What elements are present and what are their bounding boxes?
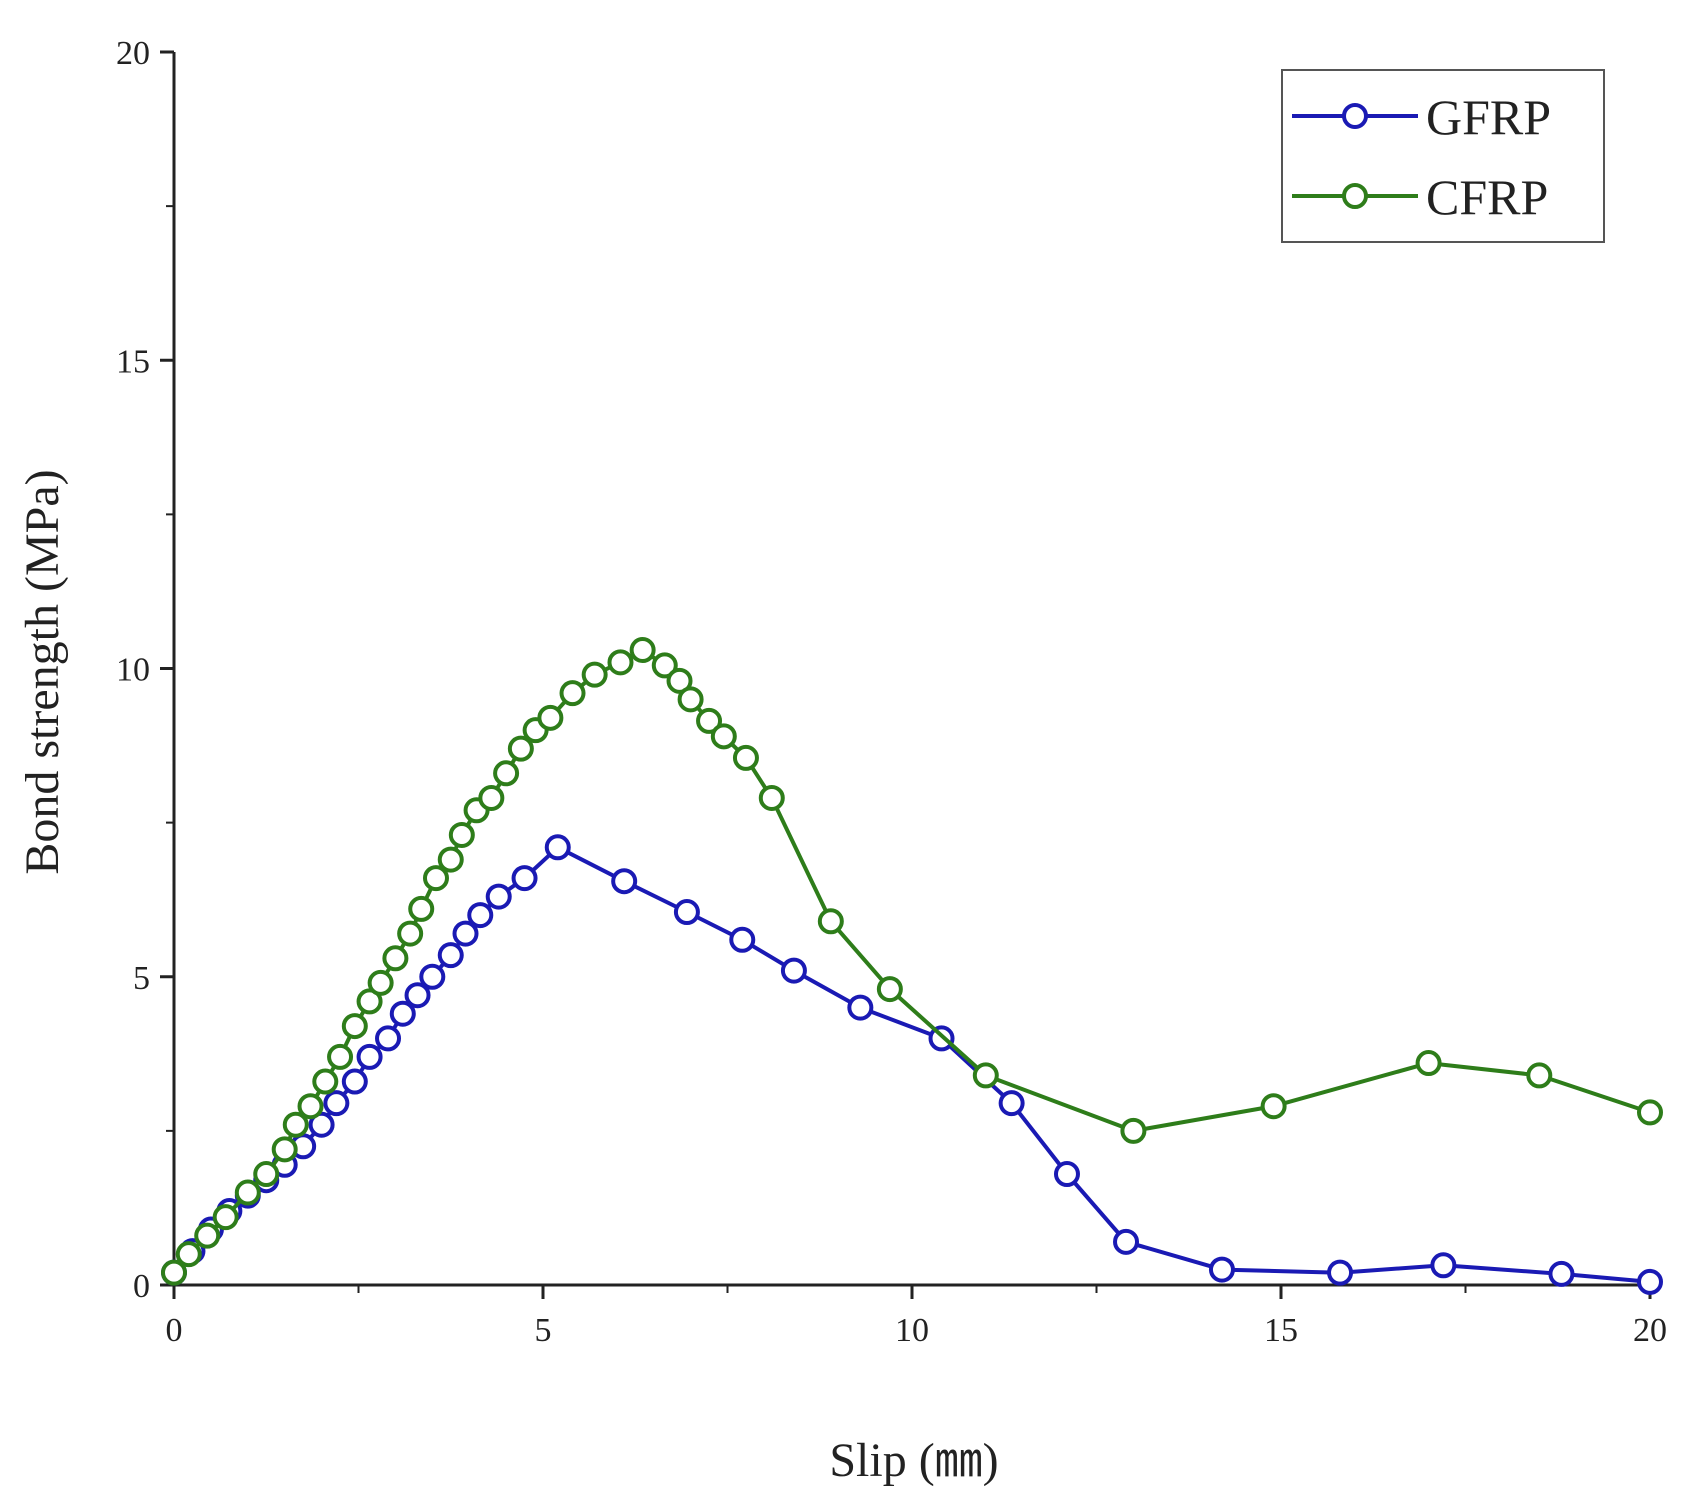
data-point-gfrp [1053, 1161, 1080, 1188]
data-point-gfrp [375, 1025, 402, 1052]
data-point-gfrp [847, 994, 874, 1021]
data-point-cfrp [478, 784, 505, 811]
data-point-gfrp [998, 1090, 1025, 1117]
data-point-cfrp [651, 652, 678, 679]
data-point-cfrp [253, 1161, 280, 1188]
data-point-cfrp [312, 1068, 339, 1095]
data-point-gfrp [485, 883, 512, 910]
data-point-cfrp [696, 707, 723, 734]
y-axis-ticks: 0 5 10 15 20 [116, 35, 174, 1305]
legend-box [1281, 69, 1605, 243]
data-point-cfrp [327, 1043, 354, 1070]
data-point-gfrp [1208, 1256, 1235, 1283]
data-point-gfrp [404, 982, 431, 1009]
x-axis-title: Slip (㎜) [829, 1434, 998, 1487]
data-point-cfrp [161, 1259, 187, 1286]
legend-label-gfrp: GFRP [1426, 89, 1551, 145]
data-point-gfrp [1637, 1268, 1663, 1295]
y-tick-label: 15 [116, 343, 150, 380]
x-tick-label: 15 [1264, 1312, 1298, 1349]
legend-marker-gfrp [1342, 103, 1368, 129]
plot-series [161, 637, 1663, 1295]
x-tick-label: 20 [1633, 1312, 1667, 1349]
data-point-gfrp [673, 899, 700, 926]
data-point-cfrp [1526, 1062, 1553, 1089]
y-tick-label: 10 [116, 652, 150, 689]
data-point-cfrp [341, 1013, 368, 1040]
data-point-cfrp [397, 920, 424, 947]
data-point-cfrp [629, 637, 656, 664]
data-point-cfrp [282, 1111, 309, 1138]
data-point-cfrp [817, 908, 844, 935]
data-point-gfrp [341, 1068, 368, 1095]
data-point-cfrp [408, 895, 435, 922]
data-point-gfrp [467, 902, 494, 929]
data-point-cfrp [271, 1136, 298, 1163]
legend: GFRP CFRP [1281, 69, 1605, 243]
data-point-cfrp [666, 667, 693, 694]
x-axis-ticks: 0 5 10 15 20 [166, 1285, 1667, 1349]
data-point-gfrp [437, 942, 464, 969]
data-point-gfrp [729, 926, 756, 953]
data-point-gfrp [308, 1111, 335, 1138]
data-point-cfrp [297, 1093, 324, 1120]
data-point-cfrp [507, 735, 534, 762]
data-point-cfrp [581, 661, 608, 688]
data-point-gfrp [511, 865, 538, 892]
data-point-cfrp [422, 865, 449, 892]
data-point-cfrp [876, 976, 903, 1003]
data-point-gfrp [419, 963, 446, 990]
data-point-gfrp [544, 834, 571, 861]
data-point-cfrp [1120, 1117, 1147, 1144]
y-tick-label: 20 [116, 35, 150, 72]
data-point-gfrp [389, 1000, 416, 1027]
data-point-cfrp [607, 649, 634, 676]
data-point-cfrp [1415, 1050, 1442, 1077]
data-point-gfrp [611, 868, 638, 895]
data-point-cfrp [356, 988, 383, 1015]
data-point-cfrp [559, 680, 586, 707]
y-tick-label: 5 [133, 960, 150, 997]
data-point-gfrp [1327, 1259, 1354, 1286]
data-point-gfrp [1113, 1228, 1140, 1255]
data-point-cfrp [1637, 1099, 1663, 1126]
data-point-cfrp [234, 1179, 261, 1206]
data-point-cfrp [437, 846, 464, 873]
data-point-cfrp [194, 1222, 221, 1249]
data-point-gfrp [452, 920, 479, 947]
y-tick-label: 0 [133, 1268, 150, 1305]
data-point-cfrp [710, 723, 737, 750]
data-point-gfrp [780, 957, 807, 984]
data-point-cfrp [1260, 1093, 1287, 1120]
y-axis-title: Bond strength (MPa) [16, 469, 69, 874]
data-point-cfrp [382, 945, 409, 972]
data-point-cfrp [175, 1241, 202, 1268]
series-cfrp [161, 637, 1663, 1286]
data-point-cfrp [367, 969, 394, 996]
legend-label-cfrp: CFRP [1426, 169, 1548, 225]
x-tick-label: 0 [166, 1312, 183, 1349]
data-point-cfrp [493, 760, 520, 787]
data-point-cfrp [972, 1062, 999, 1089]
data-point-cfrp [677, 686, 704, 713]
data-point-cfrp [537, 704, 564, 731]
data-point-cfrp [212, 1204, 239, 1231]
data-point-gfrp [356, 1043, 383, 1070]
data-point-gfrp [323, 1090, 350, 1117]
x-tick-label: 5 [535, 1312, 552, 1349]
data-point-cfrp [732, 744, 759, 771]
legend-marker-cfrp [1342, 183, 1368, 209]
data-point-cfrp [448, 821, 475, 848]
data-point-cfrp [758, 784, 785, 811]
data-point-gfrp [1548, 1260, 1575, 1287]
data-point-gfrp [1430, 1252, 1457, 1279]
x-tick-label: 10 [895, 1312, 929, 1349]
